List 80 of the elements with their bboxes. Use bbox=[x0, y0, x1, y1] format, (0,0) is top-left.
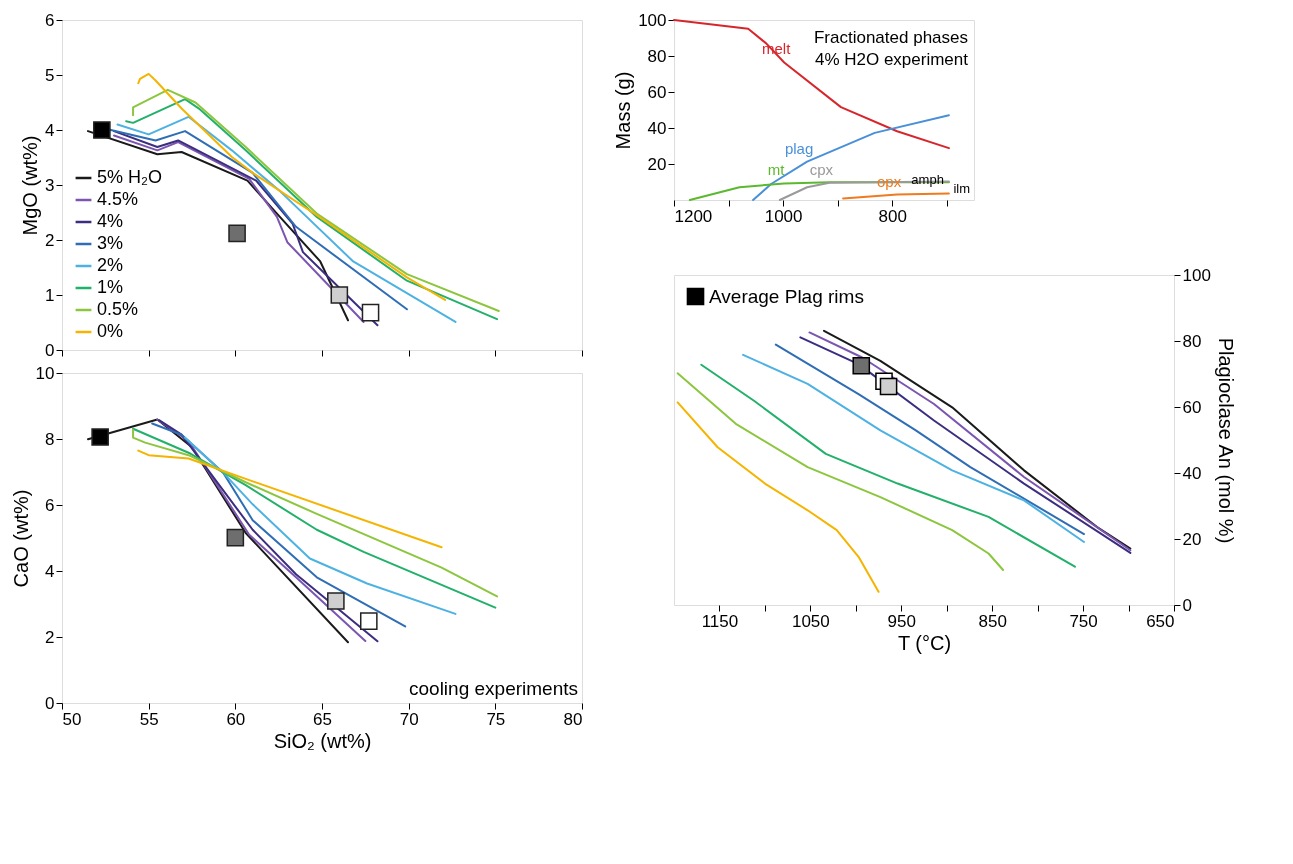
y-tick-label: 80 bbox=[647, 46, 667, 66]
x-tick-label: 1050 bbox=[791, 611, 830, 631]
legend-label: 4.5% bbox=[97, 189, 139, 209]
line-series bbox=[676, 401, 880, 593]
legend-label: 5% H₂O bbox=[97, 167, 163, 187]
x-tick-label: 1000 bbox=[764, 206, 803, 226]
x-tick-label: 750 bbox=[1069, 611, 1098, 631]
legend-label: Average Plag rims bbox=[709, 285, 864, 307]
y-tick-label: 2 bbox=[45, 627, 55, 647]
y-tick-label: 4 bbox=[45, 120, 55, 140]
y2-tick-label: 40 bbox=[1182, 463, 1202, 483]
y2-tick-label: 100 bbox=[1182, 265, 1211, 285]
x-tick-label: 950 bbox=[887, 611, 916, 631]
annotation: ilm bbox=[953, 181, 970, 196]
line-series bbox=[137, 449, 443, 549]
series-label: cpx bbox=[809, 160, 834, 178]
line-series bbox=[151, 422, 407, 628]
line-series bbox=[742, 353, 1085, 543]
text: 4% H2O experiment bbox=[814, 50, 969, 69]
legend-label: 0% bbox=[97, 321, 124, 341]
line-series bbox=[774, 343, 1085, 536]
y-tick-label: 1 bbox=[45, 285, 55, 305]
x-tick-label: 1200 bbox=[674, 206, 713, 226]
y-tick-label: 6 bbox=[45, 495, 55, 515]
point bbox=[361, 303, 380, 322]
line-series bbox=[700, 363, 1076, 568]
legend-label: 1% bbox=[97, 277, 124, 297]
y2-tick-label: 80 bbox=[1182, 331, 1202, 351]
y-tick-label: 6 bbox=[45, 10, 55, 30]
x-tick-label: 55 bbox=[139, 709, 159, 729]
point bbox=[228, 224, 246, 243]
y-tick-label: 40 bbox=[647, 118, 667, 138]
y-axis-title: MgO (wt%) bbox=[19, 135, 42, 236]
y-tick-label: 4 bbox=[45, 561, 55, 581]
point bbox=[879, 377, 898, 396]
line-series bbox=[752, 114, 950, 201]
x-tick-label: 80 bbox=[563, 709, 583, 729]
y-tick-label: 2 bbox=[45, 230, 55, 250]
point bbox=[330, 286, 349, 304]
y-axis-title: CaO (wt%) bbox=[9, 489, 32, 588]
y-tick-label: 3 bbox=[45, 175, 55, 195]
line-series bbox=[87, 418, 349, 644]
x-tick-label: 1150 bbox=[701, 611, 739, 631]
annotation: cooling experiments bbox=[409, 678, 578, 699]
y-tick-label: 0 bbox=[45, 693, 55, 713]
x-tick-label: 70 bbox=[399, 709, 419, 729]
y2-axis-title: Plagioclase An (mol %) bbox=[1214, 337, 1237, 544]
y2-tick-label: 0 bbox=[1182, 595, 1192, 615]
legend-label: 3% bbox=[97, 233, 124, 253]
x-tick-label: 65 bbox=[313, 709, 332, 729]
y-tick-label: 10 bbox=[35, 363, 55, 383]
x-tick-label: 75 bbox=[486, 709, 506, 729]
line-series bbox=[676, 372, 1005, 572]
y-axis-title: Mass (g) bbox=[612, 71, 635, 150]
y-tick-label: 20 bbox=[647, 154, 667, 174]
y-tick-label: 8 bbox=[45, 429, 55, 449]
x-tick-label: 50 bbox=[62, 709, 82, 729]
x-tick-label: 60 bbox=[226, 709, 246, 729]
legend-label: 4% bbox=[97, 211, 124, 231]
series-label: opx bbox=[877, 172, 902, 190]
x-tick-label: 650 bbox=[1146, 611, 1175, 631]
x-tick-label: 850 bbox=[978, 611, 1007, 631]
chart-title: Fractionated phases bbox=[813, 28, 968, 47]
line-series bbox=[184, 436, 457, 615]
series-label: mt bbox=[767, 161, 786, 179]
y2-tick-label: 20 bbox=[1182, 529, 1202, 549]
point bbox=[852, 356, 871, 375]
y-tick-label: 5 bbox=[45, 65, 55, 85]
y-tick-label: 100 bbox=[638, 10, 667, 30]
y-tick-label: 60 bbox=[647, 82, 667, 102]
y2-tick-label: 60 bbox=[1182, 397, 1202, 417]
x-axis-title: T (°C) bbox=[897, 631, 952, 654]
annotation: amph bbox=[911, 172, 944, 188]
point bbox=[93, 121, 111, 139]
legend-label: 2% bbox=[97, 255, 124, 275]
x-tick-label: 800 bbox=[878, 206, 907, 226]
legend-label: 0.5% bbox=[97, 299, 139, 319]
y-tick-label: 0 bbox=[45, 340, 55, 360]
series-label: plag bbox=[784, 139, 814, 157]
x-axis-title: SiO₂ (wt%) bbox=[273, 729, 372, 752]
